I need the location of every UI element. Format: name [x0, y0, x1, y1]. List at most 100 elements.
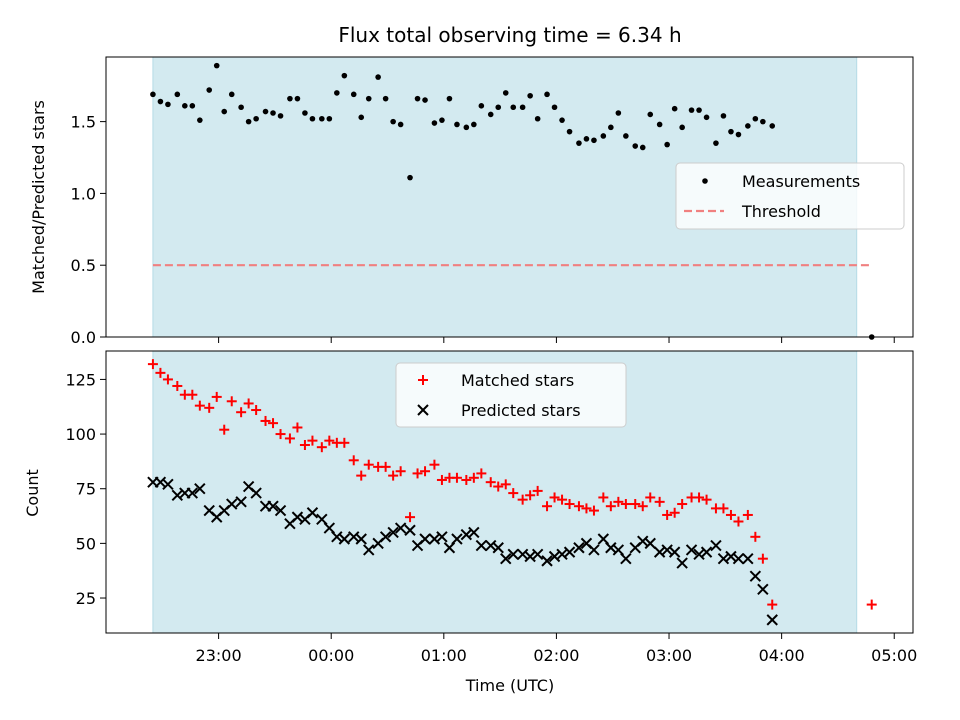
legend-marker-predicted: [417, 404, 429, 416]
upper-legend: Measurements Threshold: [675, 162, 905, 230]
matched-star-marker: [557, 494, 568, 505]
predicted-star-marker-b: [500, 552, 512, 565]
predicted-star-marker: [676, 557, 688, 569]
y-tick-label: 1.0: [71, 184, 96, 203]
matched-star-marker: [525, 490, 536, 501]
measurement-point: [544, 91, 550, 98]
predicted-star-marker-b: [323, 522, 336, 534]
matched-star-marker: [588, 505, 599, 516]
measurement-point: [534, 115, 541, 122]
measurement-point: [407, 174, 413, 181]
measurement-point: [454, 121, 460, 128]
matched-star-marker: [637, 501, 648, 512]
predicted-star-marker-b: [235, 496, 247, 508]
upper-panel: 0.0 0.5 1.0 1.5 Matched/Predicted stars Mea…: [29, 56, 914, 347]
measurement-point: [510, 104, 517, 111]
matched-star-marker: [767, 599, 778, 610]
predicted-star-marker-b: [338, 533, 351, 545]
measurement-point: [502, 90, 509, 96]
matched-star-marker: [412, 468, 423, 479]
measurement-point: [671, 105, 678, 112]
x-tick-label: 02:00: [533, 646, 579, 665]
predicted-star-marker: [404, 524, 416, 536]
y-tick-label: 50: [76, 534, 96, 553]
predicted-star-marker-b: [700, 546, 713, 558]
measurement-point: [583, 136, 590, 142]
matched-star-marker: [620, 499, 631, 510]
measurement-point: [431, 120, 438, 126]
predicted-star-marker: [451, 533, 463, 545]
measurement-point: [206, 87, 213, 93]
predicted-star-marker-b: [316, 513, 328, 526]
measurement-point: [294, 95, 301, 102]
predicted-star-marker-b: [492, 542, 504, 554]
measurement-point: [221, 108, 228, 115]
measurement-point: [157, 98, 164, 105]
predicted-star-marker-b: [612, 544, 625, 556]
predicted-star-marker: [563, 546, 576, 558]
x-tick-label: 00:00: [308, 646, 354, 665]
predicted-stars-points: [147, 476, 778, 626]
matched-star-marker: [275, 429, 286, 440]
matched-star-marker: [219, 424, 230, 435]
measurement-point: [463, 124, 470, 131]
matched-star-marker: [662, 509, 673, 520]
measurement-point: [228, 91, 235, 98]
upper-axes-frame: [105, 56, 914, 338]
matched-star-marker: [725, 509, 736, 520]
y-tick-label: 25: [76, 589, 96, 608]
predicted-star-marker-b: [573, 542, 585, 554]
x-axis-label: Time (UTC): [465, 676, 554, 695]
measurement-point: [745, 123, 751, 129]
measurement-point: [735, 131, 742, 138]
matched-star-marker: [701, 494, 712, 505]
measurement-point: [703, 114, 710, 121]
matched-star-marker: [461, 474, 472, 485]
predicted-star-marker: [387, 526, 399, 539]
measurement-point: [713, 140, 719, 146]
measurement-point: [375, 74, 381, 80]
measurement-point: [326, 115, 333, 122]
measurement-point: [341, 72, 348, 79]
measurement-point: [471, 121, 477, 128]
x-ticks: 23:00 00:00 01:00 02:00 03:00 04:00 05:00: [196, 633, 917, 665]
matched-star-marker: [429, 459, 440, 470]
legend-marker-predicted-b: [417, 404, 429, 416]
legend-label-threshold: Threshold: [741, 202, 821, 221]
legend-marker-matched: [418, 375, 428, 385]
measurement-point: [559, 117, 565, 123]
matched-star-marker: [742, 509, 753, 520]
measurement-point: [245, 118, 252, 125]
predicted-star-marker-b: [306, 507, 319, 519]
predicted-star-marker: [766, 614, 778, 626]
measurement-point: [576, 140, 582, 146]
y-tick-label: 100: [65, 425, 96, 444]
matched-star-marker: [750, 531, 761, 542]
matched-star-marker: [187, 389, 198, 400]
measurement-point: [600, 133, 607, 139]
matched-star-marker: [251, 405, 262, 416]
matched-star-marker: [388, 470, 399, 481]
predicted-star-marker: [338, 533, 351, 545]
measurement-point: [350, 91, 357, 98]
measurement-point: [688, 107, 695, 113]
matched-star-marker: [542, 501, 553, 512]
predicted-star-marker-b: [267, 500, 279, 512]
measurement-point: [238, 104, 244, 111]
measurement-point: [478, 103, 485, 109]
x-tick-label: 05:00: [871, 646, 917, 665]
matched-star-marker: [172, 380, 183, 391]
predicted-star-marker-b: [387, 526, 399, 539]
predicted-star-marker-b: [693, 548, 705, 561]
x-tick-label: 03:00: [646, 646, 692, 665]
matched-star-marker: [194, 400, 205, 411]
matched-star-marker: [292, 422, 303, 433]
predicted-star-marker: [620, 552, 632, 565]
measurement-point: [679, 124, 685, 131]
predicted-star-marker: [162, 478, 174, 491]
lower-y-ticks: 25 50 75 100 125: [65, 370, 106, 608]
y-tick-label: 1.5: [71, 113, 96, 132]
matched-stars-points: [147, 359, 877, 610]
matched-star-marker: [356, 470, 367, 481]
